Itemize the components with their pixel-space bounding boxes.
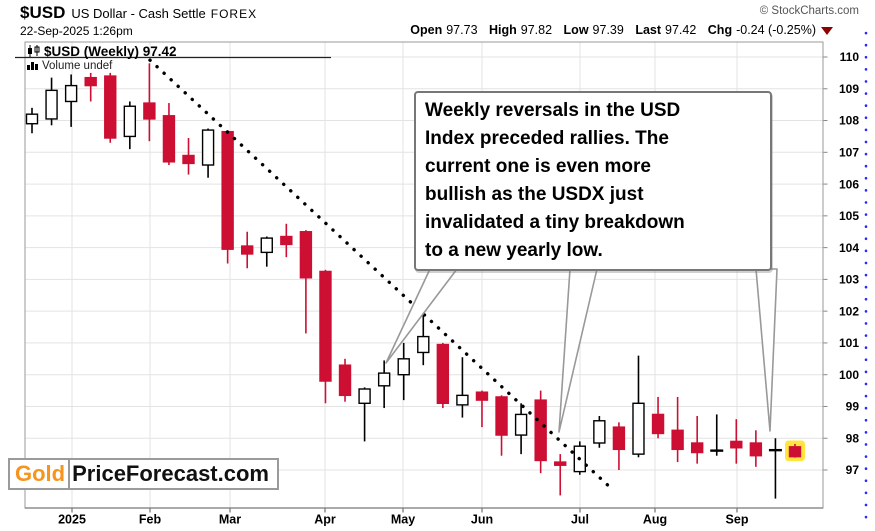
y-axis-label: 101 [839, 336, 859, 350]
y-axis-label: 108 [839, 114, 859, 128]
last-value: 97.42 [665, 23, 697, 37]
x-axis-label: Jul [571, 513, 589, 527]
high-value: 97.82 [520, 23, 553, 37]
x-axis-label: May [391, 513, 415, 527]
high-label: High [489, 23, 517, 37]
open-value: 97.73 [446, 23, 478, 37]
candle-body [280, 235, 293, 246]
candle-body [201, 129, 215, 166]
candle-body [534, 399, 547, 462]
chg-label: Chg [707, 23, 733, 37]
x-axis-label: Jun [471, 513, 493, 527]
candlestick-icon [27, 45, 41, 60]
x-axis-label: Sep [726, 513, 749, 527]
y-axis-label: 107 [839, 146, 859, 160]
open-label: Open [410, 23, 443, 37]
candle-body [436, 343, 450, 404]
candle-body [221, 130, 234, 250]
candle-body [64, 84, 78, 103]
candle-body [260, 237, 273, 254]
candle-body [730, 440, 743, 449]
candle-body [358, 388, 371, 404]
chart-datetime: 22-Sep-2025 1:26pm [20, 24, 133, 38]
last-label: Last [635, 23, 662, 37]
trendline-dotted [148, 58, 614, 491]
y-axis-label: 106 [839, 177, 859, 191]
low-value: 97.39 [592, 23, 624, 37]
series-legend-label: $USD (Weekly) 97.42 [44, 44, 177, 59]
candle-body [319, 270, 332, 382]
annotation-line: Weekly reversals in the USD [425, 100, 681, 121]
annotation-line: invalidated a tiny breakdown [425, 212, 685, 233]
volume-legend: Volume undef [27, 60, 112, 73]
chart-header: $USD US Dollar - Cash Settle FOREX [20, 3, 257, 23]
candle-body [495, 396, 508, 436]
annotation-line: current one is even more [425, 156, 651, 177]
candle-body [788, 446, 802, 458]
candle-body [651, 413, 665, 435]
quote-summary: Open 97.73 High 97.82 Low 97.39 Last 97.42 C… [402, 23, 833, 37]
annotation-line: bullish as the USDX just [425, 184, 644, 205]
candle-body [671, 429, 684, 451]
exchange-label: FOREX [210, 7, 258, 21]
candle-body [612, 426, 626, 451]
chg-value: -0.24 (-0.25%) [736, 23, 816, 37]
volume-legend-label: Volume undef [42, 60, 113, 72]
candle-body [338, 364, 352, 397]
goldpriceforecast-watermark: Gold PriceForecast.com [8, 458, 279, 490]
watermark-gold: Gold [8, 458, 69, 490]
candle-body [417, 335, 430, 354]
annotation-callout: Weekly reversals in the USD Index preced… [414, 91, 772, 271]
candle-body [749, 442, 763, 457]
candle-body [25, 113, 39, 125]
y-axis-label: 98 [846, 431, 860, 445]
y-axis-label: 100 [839, 368, 859, 382]
y-axis-label: 103 [839, 273, 859, 287]
candle-body [143, 102, 156, 120]
low-label: Low [563, 23, 589, 37]
candle-body [84, 76, 97, 87]
series-legend: $USD (Weekly) 97.42 [27, 44, 177, 60]
candle-body [241, 245, 254, 255]
x-axis-label: 2025 [58, 513, 86, 527]
y-axis-label: 105 [839, 209, 859, 223]
candle-body [377, 372, 391, 387]
candle-body [45, 89, 58, 120]
y-axis-label: 99 [846, 400, 860, 414]
y-axis-label: 97 [846, 463, 860, 477]
symbol-description: US Dollar - Cash Settle [71, 6, 206, 21]
annotation-line: to a new yearly low. [425, 240, 603, 261]
x-axis-label: Feb [139, 513, 162, 527]
candle-body [299, 231, 313, 279]
candle-body [593, 420, 606, 444]
x-axis-label: Aug [643, 513, 667, 527]
candle-body [123, 105, 137, 138]
candle-body [475, 391, 489, 401]
candle-body [456, 394, 469, 406]
candle-body [182, 154, 195, 165]
volume-bars-icon [27, 60, 39, 73]
candle-body [554, 461, 567, 466]
triangle-down-icon [821, 27, 833, 35]
candle-body [632, 402, 645, 455]
candle-body [514, 413, 528, 436]
y-axis-label: 109 [839, 82, 859, 96]
candle-body [690, 442, 704, 454]
x-axis-label: Mar [219, 513, 241, 527]
symbol: $USD [20, 3, 66, 22]
y-axis-label: 104 [839, 241, 859, 255]
y-axis-label: 102 [839, 304, 859, 318]
watermark-priceforecast: PriceForecast.com [68, 458, 279, 490]
x-axis-label: Apr [314, 513, 336, 527]
candle-body [162, 115, 176, 163]
copyright-notice: © StockCharts.com [759, 5, 859, 17]
y-axis-label: 110 [840, 50, 860, 64]
annotation-line: Index preceded rallies. The [425, 128, 669, 149]
candle-body [397, 358, 410, 376]
candle-body [104, 75, 117, 139]
